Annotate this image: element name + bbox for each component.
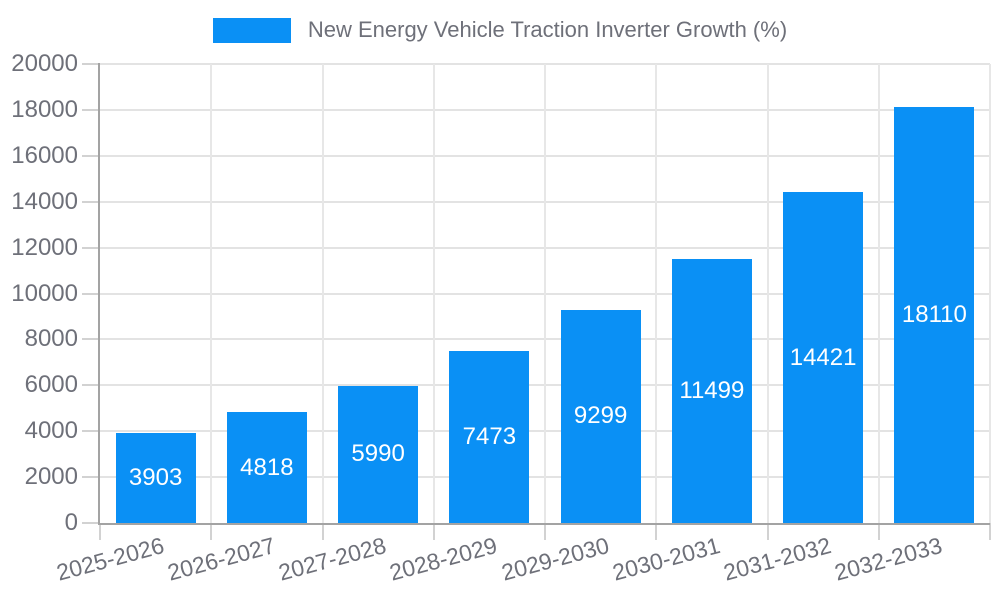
- y-axis-tick: [82, 246, 100, 249]
- y-axis-label: 2000: [24, 463, 78, 491]
- bar[interactable]: [894, 107, 975, 523]
- y-axis-tick: [82, 476, 100, 479]
- y-axis-label: 6000: [24, 371, 78, 399]
- x-axis-label: 2029-2030: [498, 532, 612, 586]
- v-gridline: [877, 64, 880, 523]
- x-axis-tick: [321, 523, 324, 540]
- y-axis-label: 16000: [11, 141, 78, 169]
- y-axis-tick: [82, 200, 100, 203]
- y-axis-tick: [82, 522, 100, 524]
- bar[interactable]: [783, 192, 864, 523]
- legend-swatch: [212, 17, 291, 43]
- legend-label: New Energy Vehicle Traction Inverter Gro…: [307, 17, 788, 42]
- v-gridline: [432, 64, 435, 523]
- bar-value-label: 5990: [351, 440, 405, 468]
- x-axis-tick: [544, 523, 546, 540]
- bar[interactable]: [671, 259, 752, 523]
- y-axis-label: 4000: [24, 417, 78, 445]
- bar[interactable]: [226, 412, 307, 523]
- y-axis-label: 18000: [11, 95, 78, 123]
- y-axis-tick: [82, 154, 100, 157]
- bar[interactable]: [449, 351, 530, 523]
- y-axis-label: 14000: [11, 187, 78, 215]
- v-gridline: [989, 64, 991, 523]
- v-gridline: [655, 64, 658, 523]
- y-axis-tick: [82, 292, 100, 295]
- y-axis-label: 8000: [24, 325, 78, 353]
- legend[interactable]: New Energy Vehicle Traction Inverter Gro…: [0, 17, 1000, 43]
- x-axis-tick: [432, 523, 435, 540]
- x-axis-tick: [766, 523, 769, 540]
- x-axis-label: 2026-2027: [164, 532, 278, 586]
- bar-value-label: 4818: [240, 453, 294, 481]
- v-gridline: [766, 64, 769, 523]
- x-axis-line: [98, 523, 990, 525]
- v-gridline: [544, 64, 546, 523]
- bar-value-label: 7473: [462, 423, 517, 451]
- v-gridline: [210, 64, 213, 523]
- y-axis-label: 0: [64, 509, 78, 536]
- bar[interactable]: [560, 309, 641, 523]
- y-axis-label: 10000: [11, 279, 78, 307]
- y-axis-tick: [82, 384, 100, 387]
- bar-value-label: 14421: [789, 343, 857, 371]
- y-axis-label: 20000: [11, 50, 78, 77]
- x-axis-tick: [655, 523, 658, 540]
- v-gridline: [321, 64, 324, 523]
- bar-value-label: 3903: [128, 464, 183, 492]
- x-axis-label: 2027-2028: [275, 532, 389, 586]
- x-axis-label: 2031-2032: [720, 532, 834, 586]
- x-axis-label: 2030-2031: [609, 532, 723, 586]
- x-axis-tick: [210, 523, 213, 540]
- x-axis-tick: [877, 523, 880, 540]
- x-axis-tick: [99, 523, 101, 540]
- y-axis-tick: [82, 108, 100, 111]
- x-axis-label: 2028-2029: [387, 532, 501, 586]
- y-axis-tick: [82, 338, 100, 341]
- bar-value-label: 9299: [573, 402, 628, 430]
- y-axis-line: [98, 63, 100, 525]
- bar[interactable]: [338, 385, 419, 523]
- x-axis-label: 2032-2033: [832, 532, 946, 586]
- y-axis-label: 12000: [11, 233, 78, 261]
- x-axis-label: 2025-2026: [53, 532, 167, 586]
- y-axis-tick: [82, 63, 100, 65]
- bar[interactable]: [115, 433, 196, 523]
- bar-value-label: 18110: [901, 301, 967, 329]
- y-axis-tick: [82, 430, 100, 433]
- x-axis-tick: [989, 523, 991, 540]
- bar-value-label: 11499: [679, 377, 745, 405]
